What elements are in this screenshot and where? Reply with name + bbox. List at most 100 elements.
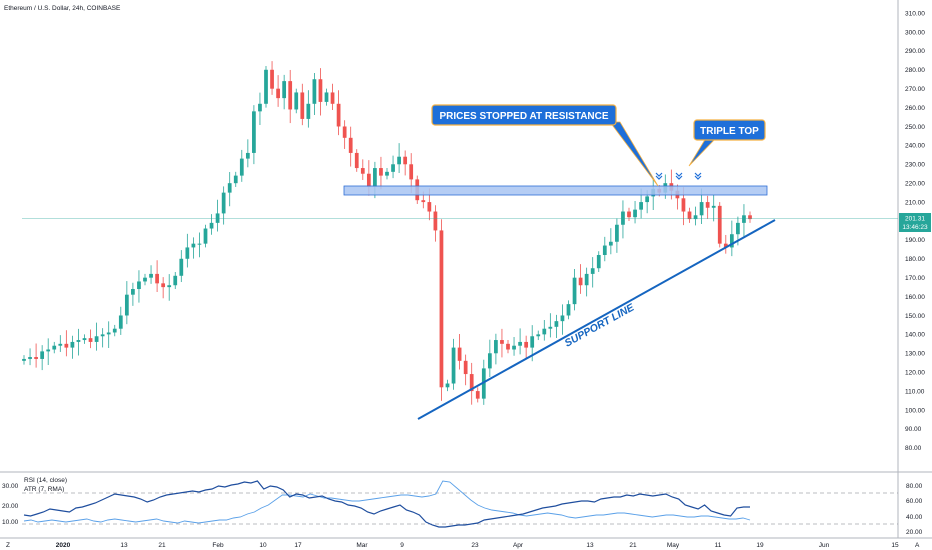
candle-body xyxy=(233,175,238,184)
candle-body xyxy=(566,304,571,316)
candle-body xyxy=(645,196,650,203)
candle-body xyxy=(28,357,32,359)
right-axis-label: 60.00 xyxy=(906,498,923,505)
candle-body xyxy=(161,283,166,288)
candle-body xyxy=(276,88,280,99)
price-tick-label: 110.00 xyxy=(905,388,925,395)
time-tick-label: Jun xyxy=(819,542,830,549)
candle-body xyxy=(500,340,504,344)
time-axis: 2020 13 21 Feb 10 17 Mar 9 23 Apr 13 21 May 11 19 Jun 15 xyxy=(56,542,899,549)
triple-top-callout xyxy=(693,119,766,141)
price-tick-label: 100.00 xyxy=(905,407,925,414)
time-tick-label: 13 xyxy=(120,542,128,549)
candle-body xyxy=(693,215,698,220)
candle-body xyxy=(288,81,293,110)
resistance-zone xyxy=(343,185,768,196)
candle-body xyxy=(705,202,710,208)
candle-body xyxy=(554,321,559,327)
candle-body xyxy=(717,205,722,244)
last-price-tag xyxy=(899,213,931,232)
candle-body xyxy=(627,211,631,218)
candle-body xyxy=(524,341,529,348)
candle-body xyxy=(94,336,99,342)
candle-body xyxy=(530,336,535,348)
last-price-value: 201.31 xyxy=(905,216,925,223)
candle-body xyxy=(294,92,299,110)
candle-body xyxy=(723,243,728,248)
candle-countdown: 13:46:23 xyxy=(902,224,928,231)
candle-body xyxy=(379,168,383,176)
candle-body xyxy=(681,198,686,212)
candle-body xyxy=(167,285,172,288)
candle-body xyxy=(615,224,619,242)
candle-body xyxy=(264,69,268,104)
candle-body xyxy=(118,315,123,329)
candle-body xyxy=(584,273,589,286)
candle-body xyxy=(282,81,287,99)
candle-body xyxy=(736,222,740,235)
candle-body xyxy=(46,349,51,352)
candle-body xyxy=(312,79,317,104)
candle-body xyxy=(155,273,159,284)
price-tick-label: 210.00 xyxy=(905,199,925,206)
candle-body xyxy=(633,209,637,218)
candle-body xyxy=(149,273,153,278)
candle-body xyxy=(512,345,516,350)
candle-body xyxy=(596,254,601,269)
candle-body xyxy=(179,258,184,276)
corner-left: Z xyxy=(6,542,10,549)
candle-body xyxy=(366,173,371,187)
candle-body xyxy=(197,243,202,245)
candle-body xyxy=(124,294,129,316)
candle-body xyxy=(239,158,244,176)
price-tick-label: 220.00 xyxy=(905,180,925,187)
candle-body xyxy=(397,156,401,165)
candle-body xyxy=(433,211,438,231)
candle-body xyxy=(58,343,63,346)
candle-body xyxy=(64,343,69,348)
time-tick-label: 9 xyxy=(400,542,404,549)
candle-body xyxy=(227,183,232,193)
price-tick-label: 190.00 xyxy=(905,237,925,244)
candle-body xyxy=(324,92,329,102)
price-tick-label: 80.00 xyxy=(905,445,922,452)
candle-body xyxy=(590,268,595,274)
candle-body xyxy=(348,137,353,153)
candle-body xyxy=(469,374,474,392)
right-axis-label: 20.00 xyxy=(906,529,923,536)
candle-body xyxy=(100,334,105,337)
candle-body xyxy=(475,391,480,399)
candle-body xyxy=(463,360,468,375)
candle-body xyxy=(300,92,305,119)
price-tick-label: 280.00 xyxy=(905,67,925,74)
time-tick-label: Mar xyxy=(356,542,368,549)
candle-body xyxy=(88,338,93,342)
candle-body xyxy=(70,341,75,348)
rsi-label: RSI (14, close) xyxy=(24,477,67,484)
candle-body xyxy=(439,230,444,388)
time-tick-label: 2020 xyxy=(56,542,71,549)
chevron-down-icon xyxy=(675,172,683,180)
corner-right: A xyxy=(915,542,920,549)
support-line xyxy=(417,219,776,420)
price-tick-label: 170.00 xyxy=(905,275,925,282)
candle-body xyxy=(354,152,359,169)
price-tick-label: 90.00 xyxy=(905,426,922,433)
time-tick-label: 17 xyxy=(294,542,302,549)
candle-body xyxy=(330,92,335,104)
candle-body xyxy=(342,126,347,138)
symbol-title: Ethereum / U.S. Dollar, 24h, COINBASE xyxy=(4,5,121,12)
price-tick-label: 130.00 xyxy=(905,351,925,358)
price-tick-label: 160.00 xyxy=(905,294,925,301)
candle-body xyxy=(306,103,311,119)
candle-body xyxy=(409,164,414,180)
candle-body xyxy=(360,168,365,174)
resistance-callout-pointer xyxy=(609,121,659,187)
candle-body xyxy=(687,211,692,220)
candle-body xyxy=(40,351,45,359)
triple-top-callout-pointer xyxy=(688,137,717,167)
candle-body xyxy=(191,243,196,248)
rsi-line xyxy=(23,480,750,528)
candle-body xyxy=(711,205,716,208)
